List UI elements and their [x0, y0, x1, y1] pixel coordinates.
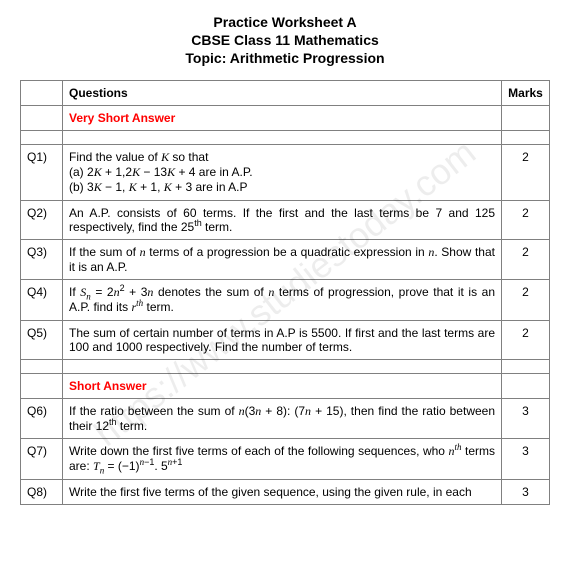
q8-marks: 3 [502, 480, 550, 505]
section-sa-label: Short Answer [69, 379, 147, 393]
q7-marks: 3 [502, 439, 550, 480]
q4-num: Q4) [21, 280, 63, 321]
q6-num: Q6) [21, 399, 63, 439]
q8-num: Q8) [21, 480, 63, 505]
q5-text: The sum of certain number of terms in A.… [63, 321, 502, 360]
header-line2: CBSE Class 11 Mathematics [20, 32, 550, 48]
q6-marks: 3 [502, 399, 550, 439]
question-row-q4: Q4) If Sn = 2n2 + 3n denotes the sum of … [21, 280, 550, 321]
section-row-vsa: Very Short Answer [21, 106, 550, 131]
spacer-row [21, 131, 550, 145]
q1-text: Find the value of K so that (a) 2K + 1,2… [63, 145, 502, 201]
worksheet-page: Practice Worksheet A CBSE Class 11 Mathe… [0, 0, 570, 505]
question-row-q2: Q2) An A.P. consists of 60 terms. If the… [21, 201, 550, 240]
col-header-question: Questions [63, 81, 502, 106]
question-row-q6: Q6) If the ratio between the sum of n(3n… [21, 399, 550, 439]
questions-table: Questions Marks Very Short Answer Q1) Fi… [20, 80, 550, 505]
header-line3: Topic: Arithmetic Progression [20, 50, 550, 66]
q4-text: If Sn = 2n2 + 3n denotes the sum of n te… [63, 280, 502, 321]
q5-num: Q5) [21, 321, 63, 360]
question-row-q3: Q3) If the sum of n terms of a progressi… [21, 240, 550, 280]
q4-marks: 2 [502, 280, 550, 321]
q6-text: If the ratio between the sum of n(3n + 8… [63, 399, 502, 439]
q5-marks: 2 [502, 321, 550, 360]
q8-text: Write the first five terms of the given … [63, 480, 502, 505]
q7-num: Q7) [21, 439, 63, 480]
q1-marks: 2 [502, 145, 550, 201]
spacer-row [21, 360, 550, 374]
header-line1: Practice Worksheet A [20, 14, 550, 30]
page-header: Practice Worksheet A CBSE Class 11 Mathe… [20, 14, 550, 66]
q7-text: Write down the first five terms of each … [63, 439, 502, 480]
question-row-q1: Q1) Find the value of K so that (a) 2K +… [21, 145, 550, 201]
section-row-sa: Short Answer [21, 374, 550, 399]
question-row-q8: Q8) Write the first five terms of the gi… [21, 480, 550, 505]
question-row-q7: Q7) Write down the first five terms of e… [21, 439, 550, 480]
q3-text: If the sum of n terms of a progression b… [63, 240, 502, 280]
q2-text: An A.P. consists of 60 terms. If the fir… [63, 201, 502, 240]
section-vsa-label: Very Short Answer [69, 111, 175, 125]
col-header-num [21, 81, 63, 106]
q3-num: Q3) [21, 240, 63, 280]
q2-num: Q2) [21, 201, 63, 240]
q2-marks: 2 [502, 201, 550, 240]
q1-num: Q1) [21, 145, 63, 201]
q3-marks: 2 [502, 240, 550, 280]
col-header-marks: Marks [502, 81, 550, 106]
table-header-row: Questions Marks [21, 81, 550, 106]
question-row-q5: Q5) The sum of certain number of terms i… [21, 321, 550, 360]
